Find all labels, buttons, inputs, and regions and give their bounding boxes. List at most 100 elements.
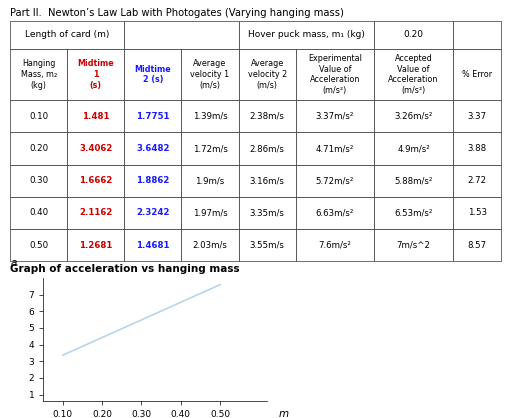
Text: 0.20: 0.20 (404, 30, 423, 39)
Bar (67, 48, 124, 100)
Bar (239, 197, 296, 229)
Text: 3.88: 3.88 (468, 144, 487, 153)
Text: 0.30: 0.30 (29, 176, 48, 185)
Bar (296, 100, 374, 133)
Bar (453, 165, 501, 197)
Bar (182, 197, 239, 229)
Text: 4.71m/s²: 4.71m/s² (316, 144, 354, 153)
Bar (374, 165, 453, 197)
Bar (296, 133, 374, 165)
Text: 1.4681: 1.4681 (136, 241, 169, 250)
Bar (453, 197, 501, 229)
Bar (239, 229, 296, 261)
Text: 8.57: 8.57 (468, 241, 487, 250)
Text: 3.6482: 3.6482 (136, 144, 169, 153)
Bar (182, 165, 239, 197)
Text: 1.9m/s: 1.9m/s (195, 176, 224, 185)
Text: 1.72m/s: 1.72m/s (192, 144, 228, 153)
Text: 2.38m/s: 2.38m/s (250, 112, 285, 121)
Text: 1.39m/s: 1.39m/s (192, 112, 228, 121)
Text: Midtime
1
(s): Midtime 1 (s) (77, 59, 114, 89)
Bar (124, 48, 182, 100)
Text: 0.40: 0.40 (29, 209, 48, 217)
Text: 6.53m/s²: 6.53m/s² (394, 209, 433, 217)
Text: 1.7751: 1.7751 (136, 112, 169, 121)
Text: 3.37m/s²: 3.37m/s² (316, 112, 354, 121)
Text: 1.97m/s: 1.97m/s (192, 209, 228, 217)
Text: 3.35m/s: 3.35m/s (250, 209, 285, 217)
Text: 2.03m/s: 2.03m/s (192, 241, 228, 250)
Bar (453, 48, 501, 100)
Text: % Error: % Error (462, 70, 492, 79)
Bar (67, 165, 124, 197)
Bar (453, 21, 501, 48)
Text: Midtime
2 (s): Midtime 2 (s) (134, 64, 172, 84)
Bar (296, 229, 374, 261)
Text: Graph of acceleration vs hanging mass: Graph of acceleration vs hanging mass (10, 264, 240, 274)
Bar (182, 133, 239, 165)
Bar (374, 133, 453, 165)
Bar (10, 165, 67, 197)
Bar (124, 165, 182, 197)
Text: Hover puck mass, m₁ (kg): Hover puck mass, m₁ (kg) (248, 30, 365, 39)
Text: 5.88m/s²: 5.88m/s² (394, 176, 433, 185)
Text: 0.50: 0.50 (29, 241, 48, 250)
Text: 1.53: 1.53 (468, 209, 487, 217)
Text: 3.16m/s: 3.16m/s (250, 176, 285, 185)
Text: 2.86m/s: 2.86m/s (250, 144, 285, 153)
Text: 1.2681: 1.2681 (79, 241, 112, 250)
Bar (239, 100, 296, 133)
Text: 4.9m/s²: 4.9m/s² (397, 144, 430, 153)
Bar (453, 133, 501, 165)
Text: 7.6m/s²: 7.6m/s² (319, 241, 351, 250)
Bar (374, 197, 453, 229)
Bar (67, 229, 124, 261)
Text: Accepted
Value of
Acceleration
(m/s²): Accepted Value of Acceleration (m/s²) (388, 54, 439, 95)
Text: 1.6662: 1.6662 (79, 176, 112, 185)
Text: Average
velocity 2
(m/s): Average velocity 2 (m/s) (247, 59, 287, 89)
Text: 2.72: 2.72 (468, 176, 487, 185)
Bar (10, 48, 67, 100)
Bar (182, 229, 239, 261)
Bar (124, 100, 182, 133)
Bar (374, 48, 453, 100)
Bar (10, 100, 67, 133)
Text: 0.20: 0.20 (29, 144, 48, 153)
Text: 0.10: 0.10 (29, 112, 48, 121)
Text: a: a (11, 258, 17, 268)
Text: 3.26m/s²: 3.26m/s² (394, 112, 433, 121)
Text: Hanging
Mass, m₂
(kg): Hanging Mass, m₂ (kg) (20, 59, 57, 89)
Text: 2.1162: 2.1162 (79, 209, 112, 217)
Bar (67, 100, 124, 133)
Text: 1.8862: 1.8862 (136, 176, 169, 185)
Text: 2.3242: 2.3242 (136, 209, 169, 217)
Bar (10, 21, 124, 48)
Bar (10, 133, 67, 165)
Bar (453, 229, 501, 261)
Bar (296, 197, 374, 229)
Text: Part II.  Newton’s Law Lab with Photogates (Varying hanging mass): Part II. Newton’s Law Lab with Photogate… (10, 8, 344, 18)
Text: 3.55m/s: 3.55m/s (250, 241, 285, 250)
Text: 5.72m/s²: 5.72m/s² (316, 176, 354, 185)
Text: Average
velocity 1
(m/s): Average velocity 1 (m/s) (190, 59, 230, 89)
Bar (124, 133, 182, 165)
Bar (296, 48, 374, 100)
Text: Experimental
Value of
Acceleration
(m/s²): Experimental Value of Acceleration (m/s²… (308, 54, 362, 95)
Bar (296, 165, 374, 197)
Bar (10, 229, 67, 261)
Text: Length of card (m): Length of card (m) (25, 30, 109, 39)
Bar (239, 21, 374, 48)
Bar (374, 21, 453, 48)
Bar (374, 229, 453, 261)
Text: 3.4062: 3.4062 (79, 144, 112, 153)
Bar (239, 133, 296, 165)
Text: 3.37: 3.37 (468, 112, 487, 121)
Bar (239, 165, 296, 197)
Text: 1.481: 1.481 (82, 112, 109, 121)
Bar (67, 197, 124, 229)
Bar (67, 133, 124, 165)
Bar (182, 100, 239, 133)
Bar (10, 197, 67, 229)
Bar (124, 229, 182, 261)
Bar (453, 100, 501, 133)
